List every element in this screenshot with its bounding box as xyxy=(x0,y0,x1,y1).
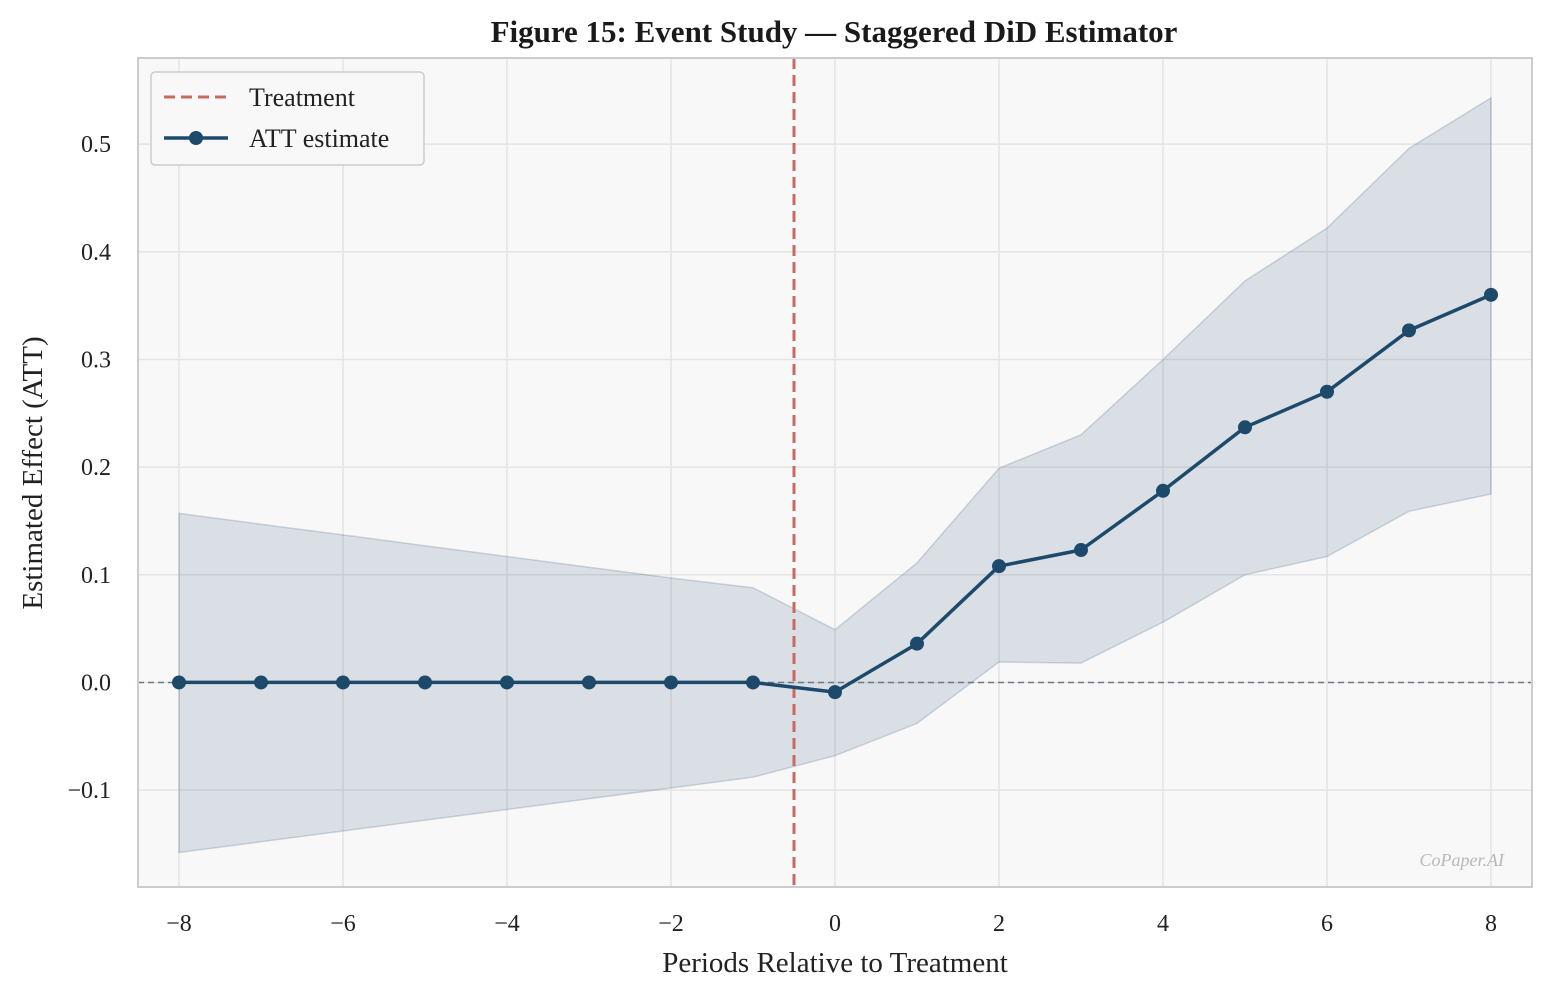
x-axis-label: Periods Relative to Treatment xyxy=(662,947,1008,979)
y-tick-label: 0.3 xyxy=(81,347,111,373)
y-tick-label: −0.1 xyxy=(67,778,111,804)
legend-att-swatch-marker xyxy=(189,131,203,145)
tick-labels: −8 −6 −4 −2 0 2 4 6 8 −0.1 0.0 0.1 0.2 0.3 0.4 0.5 xyxy=(67,132,1497,937)
att-data-point xyxy=(582,675,596,690)
att-data-point xyxy=(172,675,186,690)
legend-att-label: ATT estimate xyxy=(249,124,389,153)
x-tick-label: 4 xyxy=(1157,911,1169,937)
legend-box xyxy=(150,71,425,166)
att-data-point xyxy=(1238,420,1252,435)
att-data-point xyxy=(1402,323,1416,338)
y-tick-label: 0.5 xyxy=(81,132,111,158)
att-data-point xyxy=(1320,384,1334,399)
att-data-point xyxy=(910,636,924,651)
x-tick-label: −6 xyxy=(330,911,356,937)
y-tick-label: 0.4 xyxy=(81,240,111,266)
x-tick-label: 8 xyxy=(1485,911,1497,937)
att-data-point xyxy=(992,559,1006,574)
plot-frame xyxy=(137,57,1533,888)
watermark: CoPaper.AI xyxy=(1420,850,1505,870)
x-tick-label: 0 xyxy=(829,911,841,937)
y-tick-label: 0.1 xyxy=(81,563,111,589)
att-data-point xyxy=(418,675,432,690)
att-data-point xyxy=(336,675,350,690)
att-data-point xyxy=(500,675,514,690)
x-tick-label: 2 xyxy=(993,911,1005,937)
x-tick-label: −2 xyxy=(658,911,684,937)
chart-title: Figure 15: Event Study — Staggered DiD E… xyxy=(491,14,1178,49)
x-tick-label: −8 xyxy=(166,911,192,937)
att-data-point xyxy=(1484,287,1498,302)
y-tick-label: 0.2 xyxy=(81,455,111,481)
att-data-point xyxy=(664,675,678,690)
y-axis-label: Estimated Effect (ATT) xyxy=(17,336,49,609)
legend: Treatment ATT estimate xyxy=(150,71,425,166)
att-data-point xyxy=(828,685,842,700)
y-tick-label: 0.0 xyxy=(81,670,111,696)
att-data-point xyxy=(1156,483,1170,498)
confidence-band-layer xyxy=(178,96,1492,854)
series-layer xyxy=(172,287,1498,700)
x-tick-label: −4 xyxy=(494,911,520,937)
att-data-point xyxy=(254,675,268,690)
legend-treatment-label: Treatment xyxy=(249,83,356,112)
att-data-point xyxy=(746,675,760,690)
confidence-band xyxy=(178,96,1492,854)
x-tick-label: 6 xyxy=(1321,911,1333,937)
att-data-point xyxy=(1074,543,1088,558)
